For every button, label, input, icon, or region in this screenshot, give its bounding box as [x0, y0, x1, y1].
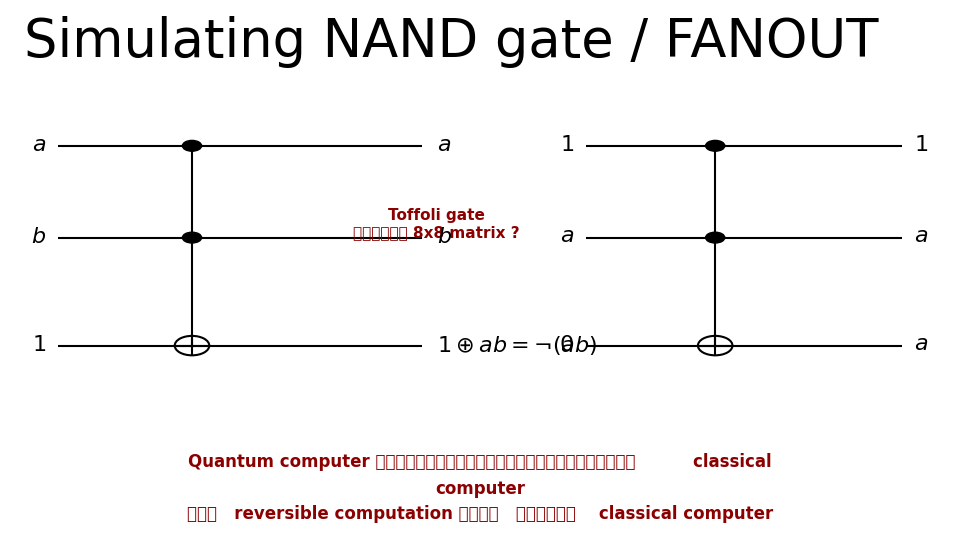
Text: computer: computer	[435, 480, 525, 498]
Text: $1 \oplus ab = \neg(ab)$: $1 \oplus ab = \neg(ab)$	[437, 334, 597, 357]
Text: $b$: $b$	[31, 227, 46, 248]
Circle shape	[182, 232, 202, 243]
Text: เปน   reversible computation ด้วย   ใชสราง    classical computer: เปน reversible computation ด้วย ใชสราง c…	[187, 505, 773, 523]
Circle shape	[706, 232, 725, 243]
Circle shape	[182, 140, 202, 151]
Text: $a$: $a$	[32, 136, 46, 156]
Text: $a$: $a$	[914, 336, 928, 355]
Text: $0$: $0$	[560, 335, 574, 356]
Text: $1$: $1$	[32, 335, 46, 356]
Text: $a$: $a$	[914, 228, 928, 247]
Text: $a$: $a$	[560, 228, 574, 247]
Text: $1$: $1$	[914, 136, 928, 156]
Text: $a$: $a$	[437, 136, 451, 156]
Text: $1$: $1$	[560, 136, 574, 156]
Circle shape	[706, 140, 725, 151]
Text: Simulating NAND gate / FANOUT: Simulating NAND gate / FANOUT	[24, 16, 878, 68]
Text: $b$: $b$	[437, 227, 452, 248]
Text: Toffoli gate
จงแสดง 8x8 matrix ?: Toffoli gate จงแสดง 8x8 matrix ?	[353, 208, 520, 240]
Text: Quantum computer มพลงการคำนวณอย่างนอยกว่ากบ          classical: Quantum computer มพลงการคำนวณอย่างนอยกว่…	[188, 453, 772, 471]
